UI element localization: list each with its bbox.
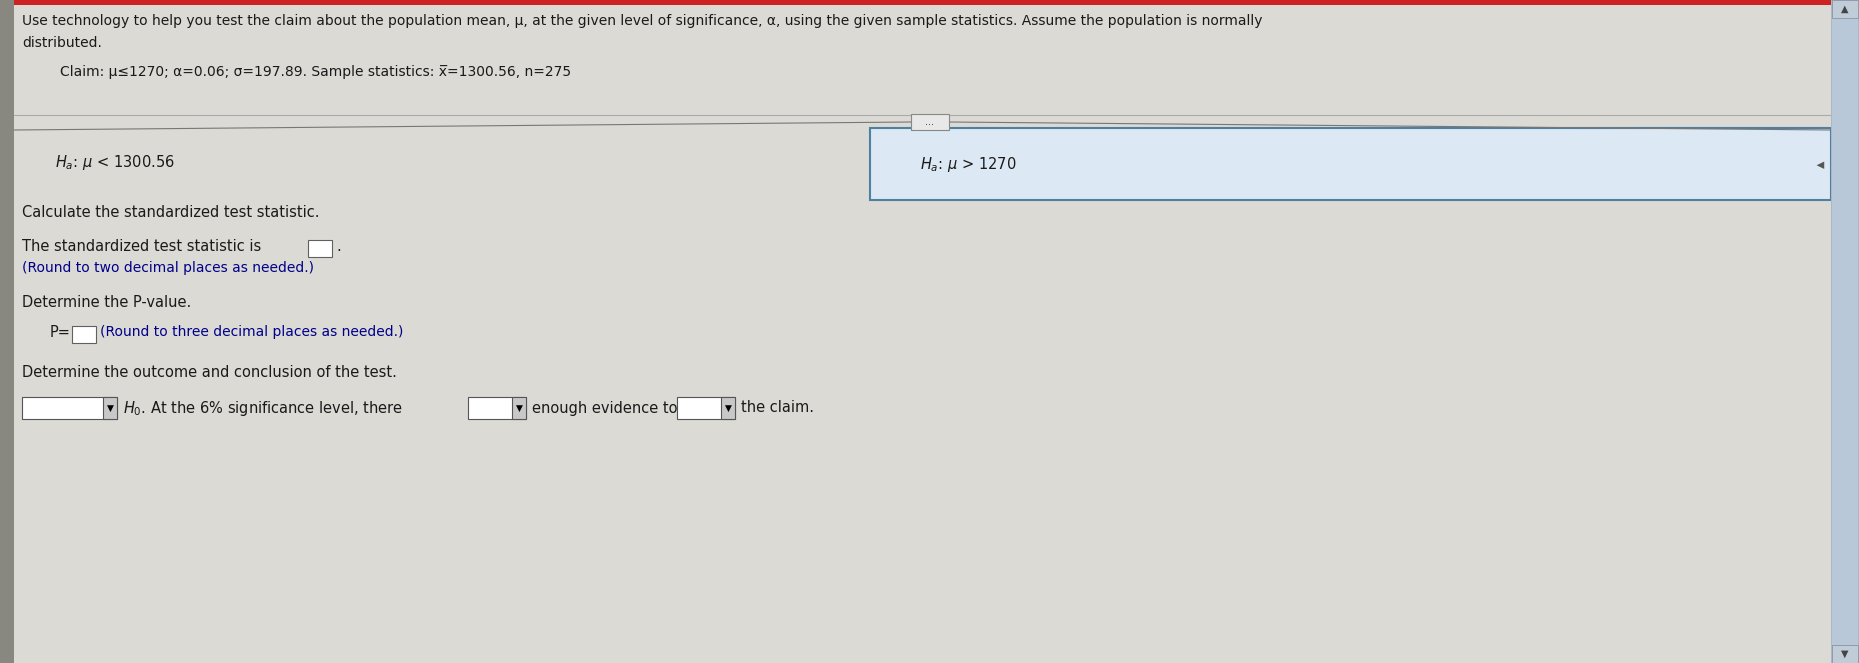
Text: ▲: ▲ bbox=[1816, 160, 1826, 168]
FancyBboxPatch shape bbox=[911, 114, 948, 130]
Bar bbox=[1831, 0, 1859, 663]
Bar bbox=[15, 0, 1831, 118]
Text: ▲: ▲ bbox=[1840, 4, 1848, 14]
Text: Calculate the standardized test statistic.: Calculate the standardized test statisti… bbox=[22, 205, 320, 220]
Text: (Round to two decimal places as needed.): (Round to two decimal places as needed.) bbox=[22, 261, 314, 275]
Text: $H_a$: $\mu$ > 1270: $H_a$: $\mu$ > 1270 bbox=[920, 154, 1017, 174]
Bar bbox=[1831, 18, 1857, 645]
Text: $H_0$. At the 6% significance level, there: $H_0$. At the 6% significance level, the… bbox=[123, 398, 403, 418]
Text: ...: ... bbox=[926, 117, 935, 127]
Text: enough evidence to: enough evidence to bbox=[532, 400, 677, 416]
Bar bbox=[511, 397, 526, 419]
Bar bbox=[1831, 0, 1857, 18]
Bar bbox=[468, 397, 526, 419]
Text: ▼: ▼ bbox=[515, 404, 522, 412]
Text: The standardized test statistic is: The standardized test statistic is bbox=[22, 239, 262, 254]
Text: distributed.: distributed. bbox=[22, 36, 102, 50]
Text: P=: P= bbox=[50, 325, 71, 340]
Text: Determine the outcome and conclusion of the test.: Determine the outcome and conclusion of … bbox=[22, 365, 396, 380]
Text: ▼: ▼ bbox=[725, 404, 731, 412]
Bar bbox=[870, 128, 1831, 200]
Text: $H_a$: $\mu$ < 1300.56: $H_a$: $\mu$ < 1300.56 bbox=[56, 154, 175, 172]
Text: ▼: ▼ bbox=[106, 404, 113, 412]
Bar bbox=[1831, 645, 1857, 663]
Bar bbox=[0, 0, 15, 663]
Bar bbox=[721, 397, 734, 419]
Text: ▼: ▼ bbox=[1840, 649, 1848, 659]
Bar bbox=[0, 0, 1859, 5]
Bar bbox=[677, 397, 734, 419]
Bar bbox=[102, 397, 117, 419]
Text: Use technology to help you test the claim about the population mean, μ, at the g: Use technology to help you test the clai… bbox=[22, 14, 1262, 28]
Text: Claim: μ≤1270; α=0.06; σ=197.89. Sample statistics: x̅=1300.56, n=275: Claim: μ≤1270; α=0.06; σ=197.89. Sample … bbox=[59, 65, 571, 79]
Text: .: . bbox=[336, 239, 340, 254]
Bar bbox=[22, 397, 117, 419]
Bar bbox=[309, 240, 333, 257]
Text: the claim.: the claim. bbox=[742, 400, 814, 416]
Text: (Round to three decimal places as needed.): (Round to three decimal places as needed… bbox=[100, 325, 403, 339]
Text: Determine the P-value.: Determine the P-value. bbox=[22, 295, 191, 310]
Bar bbox=[73, 326, 97, 343]
